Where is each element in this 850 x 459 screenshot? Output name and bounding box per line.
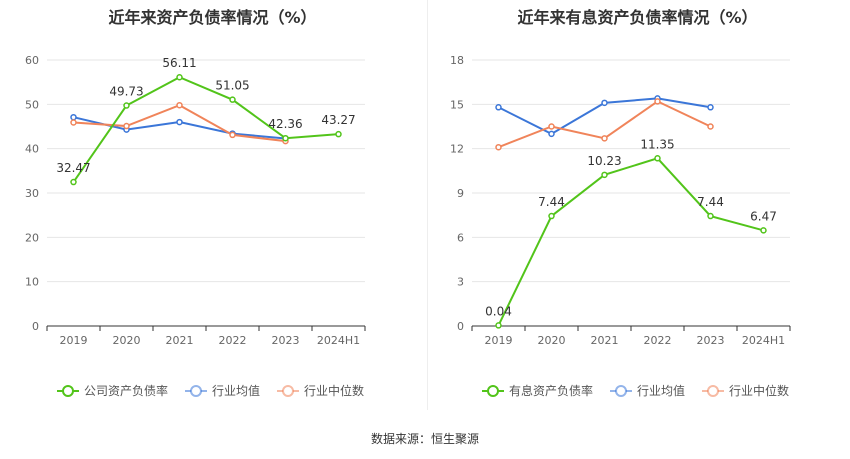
data-point — [70, 113, 77, 121]
data-label: 43.27 — [321, 113, 355, 127]
chart-canvas: 0 3 6 9 12 15 18 2019 2020 2021 2022 2023 2024H1 0.04… — [450, 54, 791, 398]
y-tick-label: 15 — [450, 98, 464, 111]
x-tick-label: 2020 — [538, 334, 566, 347]
legend-marker-icon — [707, 385, 719, 397]
legend-item: 公司资产负债率 — [57, 383, 168, 398]
data-label: 7.44 — [538, 195, 565, 209]
data-label: 49.73 — [109, 85, 143, 99]
y-tick-label: 30 — [25, 187, 39, 200]
legend-marker-icon — [190, 385, 202, 397]
y-tick-label: 10 — [25, 276, 39, 289]
data-label: 0.04 — [485, 304, 512, 318]
legend-marker-icon — [487, 385, 499, 397]
data-point — [654, 155, 661, 162]
chart-canvas: 0 10 20 30 40 50 60 2019 2020 2021 2022 2023 2024H1 3… — [25, 54, 366, 398]
data-point — [707, 123, 714, 130]
data-point — [654, 98, 661, 105]
chart-interest-debt-ratio: 近年来有息资产负债率情况（%） 0 3 6 9 12 15 18 2019 2020 2021 20… — [425, 0, 850, 410]
x-tick-label: 2022 — [219, 334, 247, 347]
data-point — [229, 96, 236, 103]
data-point — [495, 322, 502, 329]
y-tick-label: 0 — [32, 320, 39, 333]
y-tick-label: 9 — [457, 187, 464, 200]
y-tick-label: 20 — [25, 231, 39, 244]
data-label: 56.11 — [162, 56, 196, 70]
data-point — [548, 123, 555, 130]
data-label: 51.05 — [215, 79, 249, 93]
chart-title: 近年来有息资产负债率情况（%） — [517, 8, 758, 27]
data-point — [70, 119, 77, 126]
y-tick-label: 6 — [457, 231, 464, 244]
x-tick-label: 2020 — [113, 334, 141, 347]
data-point — [70, 178, 77, 186]
panel-divider — [427, 0, 428, 410]
data-point — [123, 102, 130, 109]
x-tick-label: 2019 — [60, 334, 88, 347]
data-source-note: 数据来源：恒生聚源 — [370, 432, 479, 446]
x-tick-label: 2024H1 — [317, 334, 360, 347]
legend-marker-icon — [615, 385, 627, 397]
x-tick-label: 2021 — [166, 334, 194, 347]
y-tick-label: 50 — [25, 98, 39, 111]
chart-debt-ratio: 近年来资产负债率情况（%） 0 10 20 30 40 50 60 2019 2020 2021 2… — [0, 0, 425, 410]
x-tick-label: 2022 — [644, 334, 672, 347]
legend-item: 有息资产负债率 — [482, 383, 593, 398]
data-point — [707, 104, 714, 111]
y-tick-label: 0 — [457, 320, 464, 333]
data-point — [176, 118, 183, 126]
legend-label: 有息资产负债率 — [509, 383, 593, 398]
data-point — [176, 101, 183, 109]
data-point — [760, 227, 767, 234]
legend-marker-icon — [282, 385, 294, 397]
data-label: 7.44 — [697, 195, 724, 209]
legend-item: 行业均值 — [610, 383, 685, 398]
legend-label: 行业均值 — [637, 383, 685, 398]
data-point — [548, 130, 555, 138]
data-point — [495, 104, 502, 111]
legend-marker-icon — [62, 385, 74, 397]
data-label: 42.36 — [268, 117, 302, 131]
legend-label: 公司资产负债率 — [84, 383, 168, 398]
series-line — [497, 157, 764, 326]
data-point — [282, 134, 289, 142]
data-point — [548, 212, 555, 220]
data-point — [601, 99, 608, 107]
y-tick-label: 3 — [457, 276, 464, 289]
legend-item: 行业均值 — [185, 383, 260, 398]
legend-label: 行业均值 — [212, 383, 260, 398]
data-label: 10.23 — [587, 154, 621, 168]
data-point — [601, 135, 608, 142]
data-point — [495, 143, 502, 151]
chart-title: 近年来资产负债率情况（%） — [108, 8, 317, 27]
y-tick-label: 40 — [25, 143, 39, 156]
x-tick-label: 2023 — [272, 334, 300, 347]
data-point — [601, 171, 608, 179]
data-point — [176, 73, 183, 81]
data-point — [335, 130, 342, 138]
legend-item: 行业中位数 — [277, 383, 364, 398]
legend-label: 行业中位数 — [304, 383, 364, 398]
data-point — [707, 212, 714, 220]
data-label: 6.47 — [750, 209, 777, 223]
x-tick-label: 2021 — [591, 334, 619, 347]
legend-item: 行业中位数 — [702, 383, 789, 398]
data-label: 32.47 — [56, 161, 90, 175]
x-tick-label: 2024H1 — [742, 334, 785, 347]
x-tick-label: 2019 — [485, 334, 513, 347]
legend-label: 行业中位数 — [729, 383, 789, 398]
y-tick-label: 12 — [450, 143, 464, 156]
y-tick-label: 60 — [25, 54, 39, 67]
y-tick-label: 18 — [450, 54, 464, 67]
data-label: 11.35 — [640, 137, 674, 151]
data-point — [123, 122, 130, 130]
series-line — [72, 76, 339, 183]
data-point — [229, 131, 236, 139]
x-tick-label: 2023 — [697, 334, 725, 347]
